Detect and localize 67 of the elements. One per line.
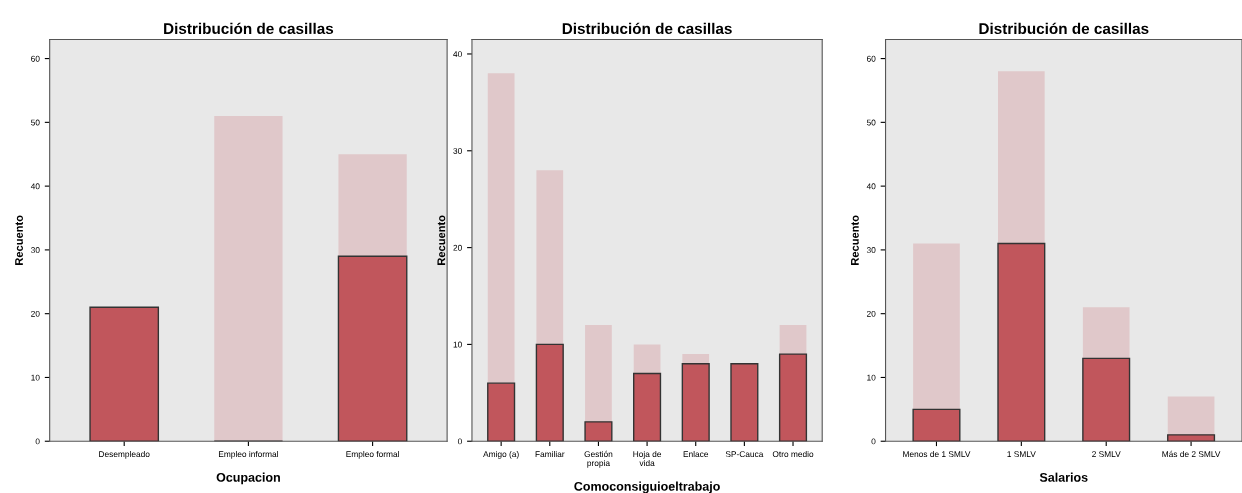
x-tick-label: Enlace: [683, 450, 709, 458]
x-tick-label: SP-Cauca: [725, 451, 764, 458]
bar: [89, 306, 160, 442]
y-axis-title: Recuento: [437, 215, 446, 265]
bar: [998, 71, 1045, 244]
bar: [487, 382, 516, 442]
x-tick-label: 1 SMLV: [1007, 451, 1036, 458]
y-tick-label: 0: [35, 438, 40, 445]
x-tick-label: Gestión propia: [584, 450, 613, 468]
bar: [1082, 307, 1130, 359]
y-tick-label: 20: [453, 244, 462, 251]
y-tick-label: 10: [867, 374, 876, 381]
bar: [338, 154, 407, 257]
y-tick-label: 50: [31, 119, 40, 126]
y-tick-label: 60: [866, 55, 876, 62]
y-tick-label: 40: [866, 183, 876, 190]
bar: [337, 255, 408, 442]
y-tick-label: 50: [866, 119, 876, 126]
y-tick-label: 20: [31, 310, 40, 317]
x-tick-label: Familiar: [535, 450, 565, 458]
x-tick-label: Hoja de vida: [633, 450, 662, 467]
y-tick-label: 10: [453, 341, 462, 348]
bar: [912, 408, 961, 442]
y-tick-label: 10: [31, 374, 40, 381]
bar: [913, 243, 960, 410]
bar: [536, 170, 564, 345]
x-axis-title: Salarios: [1039, 472, 1088, 482]
x-tick-label: Empleo informal: [218, 450, 278, 459]
chart-title: Distribución de casillas: [164, 22, 334, 35]
y-axis-title: Recuento: [15, 215, 23, 265]
bar: [1167, 396, 1215, 435]
chart-title: Distribución de casillas: [562, 22, 732, 35]
bar: [1082, 357, 1131, 442]
x-tick-label: Empleo formal: [346, 450, 399, 459]
y-tick-label: 0: [871, 438, 876, 445]
x-tick-label: Amigo (a): [483, 450, 519, 459]
bar: [682, 354, 710, 364]
bar: [681, 363, 710, 442]
bar: [1167, 434, 1216, 442]
bar: [779, 325, 807, 355]
y-tick-label: 30: [866, 247, 876, 254]
y-tick-label: 40: [453, 51, 462, 58]
x-tick-label: Menos de 1 SMLV: [903, 450, 971, 458]
y-tick-label: 30: [453, 147, 462, 154]
x-axis-title: Ocupacion: [216, 472, 280, 485]
bar: [585, 325, 612, 422]
bar: [778, 353, 808, 442]
bar: [535, 343, 564, 442]
bar: [633, 372, 662, 442]
bar: [487, 73, 515, 384]
bar: [730, 363, 759, 442]
x-tick-label: Más de 2 SMLV: [1162, 450, 1221, 458]
bar: [214, 115, 283, 442]
y-tick-label: 60: [31, 55, 40, 62]
bar: [997, 242, 1046, 442]
y-tick-label: 20: [866, 310, 876, 317]
x-tick-label: Otro medio: [772, 450, 814, 458]
bar: [633, 344, 661, 374]
y-tick-label: 0: [457, 438, 462, 445]
x-tick-label: Desempleado: [99, 450, 150, 459]
x-tick-label: 2 SMLV: [1092, 451, 1121, 458]
x-axis-title: Comoconsiguioeltrabajo: [574, 481, 720, 493]
bar: [584, 421, 613, 442]
chart-title: Distribución de casillas: [979, 22, 1149, 35]
y-tick-label: 30: [31, 247, 40, 254]
y-tick-label: 40: [30, 183, 40, 190]
y-axis-title: Recuento: [851, 215, 859, 265]
